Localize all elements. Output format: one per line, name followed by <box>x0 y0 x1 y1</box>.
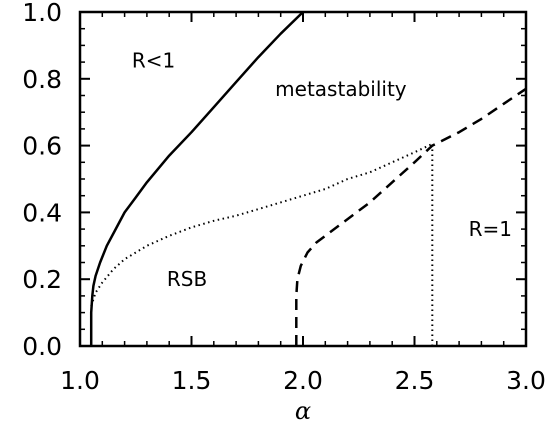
y-tick-label: 0.6 <box>22 132 62 161</box>
region-label: R<1 <box>132 48 175 72</box>
series-dashed-line-2 <box>295 87 527 346</box>
y-tick-label: 0.0 <box>22 332 62 361</box>
series-solid-line-0 <box>89 11 304 346</box>
y-tick-label: 1.0 <box>22 0 62 27</box>
region-label: R=1 <box>469 217 512 241</box>
x-axis-title: α <box>295 397 311 425</box>
x-tick-label: 1.0 <box>60 366 100 395</box>
series-dotted-line-1 <box>90 142 433 307</box>
x-tick-label: 2.0 <box>283 366 323 395</box>
y-tick-label: 0.2 <box>22 265 62 294</box>
x-tick-label: 3.0 <box>506 366 546 395</box>
axis-ticks <box>79 11 527 347</box>
region-labels: R<1 metastability RSB R=1 <box>132 48 512 291</box>
y-tick-label: 0.8 <box>22 65 62 94</box>
tick-labels: 1.0 1.5 2.0 2.5 3.0 0.0 0.2 0.4 0.6 0.8 1.0 <box>22 0 546 395</box>
region-label: metastability <box>275 77 407 101</box>
x-tick-label: 1.5 <box>172 366 212 395</box>
x-tick-label: 2.5 <box>395 366 435 395</box>
series-group <box>89 11 527 346</box>
region-label: RSB <box>167 267 207 291</box>
y-tick-label: 0.4 <box>22 198 62 227</box>
